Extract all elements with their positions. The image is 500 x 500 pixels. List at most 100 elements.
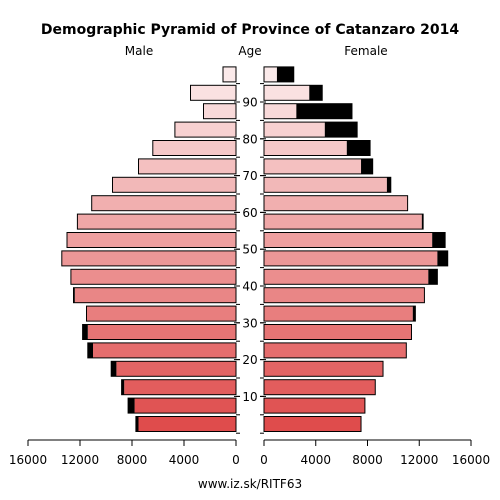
male-bar [152, 140, 236, 156]
female-bars [263, 66, 449, 432]
female-bar [264, 122, 325, 138]
male-bar-outline [174, 121, 237, 138]
female-bar [264, 269, 429, 285]
male-bar [67, 232, 236, 248]
male-bar-outline [152, 140, 237, 156]
female-bar [264, 416, 362, 432]
male-x-tick-label: 8000 [117, 453, 148, 467]
female-bar-outline [263, 140, 371, 156]
male-surplus [121, 379, 125, 395]
male-bar [61, 250, 236, 266]
male-surplus [87, 342, 93, 358]
male-bar [93, 342, 236, 358]
female-bar-outline [263, 84, 323, 101]
age-tick-label: 80 [242, 132, 257, 146]
male-bar [74, 287, 236, 303]
female-surplus [437, 250, 448, 266]
male-bar [174, 122, 236, 138]
female-label: Female [344, 44, 387, 58]
male-bar-outline [203, 103, 237, 120]
chart-title: Demographic Pyramid of Province of Catan… [41, 22, 459, 38]
male-surplus [73, 287, 75, 303]
male-bar [86, 306, 236, 322]
male-bar-outline [127, 397, 237, 414]
female-surplus [386, 177, 391, 193]
male-bar-outline [222, 66, 237, 83]
male-bar-outline [86, 305, 237, 322]
female-bar [264, 361, 384, 377]
male-bar [134, 398, 236, 414]
male-bar-outline [138, 158, 237, 175]
female-bar [264, 342, 407, 358]
male-bar-outline [82, 324, 237, 340]
female-bar-outline [263, 176, 392, 193]
female-surplus [309, 85, 323, 101]
female-bar-outline [263, 103, 353, 120]
footer-url: www.iz.sk/RITF63 [198, 477, 302, 491]
male-bar [223, 66, 236, 82]
female-surplus [346, 140, 371, 156]
male-bar [124, 379, 236, 395]
female-surplus [421, 214, 424, 230]
male-bar [91, 195, 236, 211]
female-bar [264, 306, 413, 322]
age-tick-label: 90 [242, 96, 257, 110]
female-bar-outline [263, 195, 409, 212]
female-bar-outline [263, 66, 295, 83]
age-tick-label: 20 [242, 353, 257, 367]
female-bar-outline [263, 232, 446, 248]
female-bar [264, 85, 310, 101]
female-bar-outline [263, 397, 366, 414]
female-x-tick-label: 0 [260, 453, 268, 467]
female-bar [264, 140, 347, 156]
male-surplus [82, 324, 88, 340]
male-bar-outline [73, 287, 237, 304]
female-x-tick-label: 12000 [400, 453, 438, 467]
female-bar-outline [263, 324, 412, 340]
female-bar [264, 66, 277, 82]
female-bar-outline [263, 287, 425, 304]
female-bar-outline [263, 379, 376, 396]
male-bar-outline [112, 176, 237, 193]
age-label: Age [238, 44, 261, 58]
male-surplus [111, 361, 117, 377]
male-label: Male [125, 44, 153, 58]
female-bar [264, 103, 297, 119]
male-bar-outline [66, 232, 237, 248]
female-bar [264, 287, 425, 303]
female-surplus [296, 103, 352, 119]
female-bar [264, 398, 365, 414]
male-surplus [135, 416, 139, 432]
male-x-tick-label: 0 [232, 453, 240, 467]
male-bar [112, 177, 236, 193]
female-bar [264, 379, 376, 395]
age-tick-label: 70 [242, 169, 257, 183]
male-bar-outline [61, 250, 237, 267]
male-bar [203, 103, 236, 119]
female-bar-outline [263, 360, 384, 377]
female-surplus [324, 122, 358, 138]
age-tick-label: 40 [242, 280, 257, 294]
male-bar [70, 269, 237, 285]
female-bar-outline [263, 416, 362, 432]
male-bars [61, 66, 237, 432]
male-bar [77, 214, 237, 230]
female-bar [264, 250, 438, 266]
male-surplus [128, 398, 135, 414]
male-x-tick-label: 4000 [169, 453, 200, 467]
male-bar [116, 361, 236, 377]
female-bar-outline [263, 121, 358, 138]
male-bar-outline [70, 268, 237, 285]
female-bar [264, 324, 412, 340]
female-surplus [432, 232, 446, 248]
age-tick-label: 50 [242, 243, 257, 257]
age-tick-label: 60 [242, 206, 257, 220]
female-surplus [428, 269, 438, 285]
female-bar [264, 158, 362, 174]
male-x-tick-label: 12000 [61, 453, 99, 467]
male-x-tick-label: 16000 [9, 453, 47, 467]
age-tick-label: 30 [242, 316, 257, 330]
female-surplus [276, 66, 294, 82]
female-bar [264, 177, 387, 193]
male-bar-outline [76, 213, 237, 230]
